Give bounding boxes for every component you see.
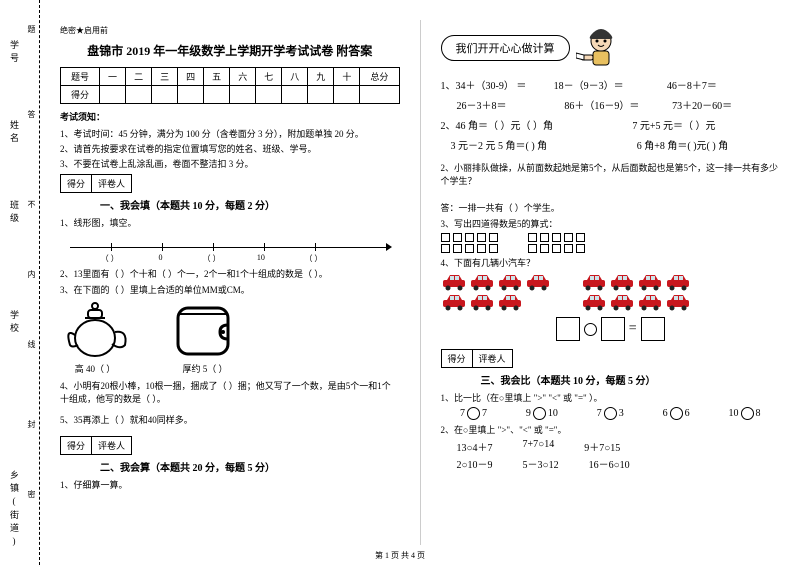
section-1-title: 一、我会填（本题共 10 分，每题 2 分） — [100, 197, 400, 212]
q1-1: 1、线形图，填空。 — [60, 216, 400, 229]
speech-bubble: 我们开开心心做计算 — [441, 35, 570, 61]
car-icon — [609, 293, 635, 311]
wallet-label: 厚约 5（ ） — [170, 362, 240, 375]
bind-lbl-class: 班级 — [8, 200, 21, 226]
car-group-left — [441, 273, 551, 311]
cmp-item: 77 — [460, 407, 487, 420]
car-icon — [469, 293, 495, 311]
car-icon — [581, 293, 607, 311]
car-icon — [665, 273, 691, 291]
eq-box — [601, 317, 625, 341]
car-icon — [637, 293, 663, 311]
q-cars: 4、下面有几辆小汽车？ — [441, 256, 781, 269]
eq-box — [556, 317, 580, 341]
seal-char-1: 题 — [26, 25, 37, 37]
score-table: 题号 一 二 三 四 五 六 七 八 九 十 总分 得分 — [60, 67, 400, 104]
car-icon — [525, 273, 551, 291]
page: 学号 姓名 班级 学校 乡镇(街道) 题 答 不 内 线 封 密 绝密★启用前 … — [0, 0, 800, 565]
notice-item: 1、考试时间：45 分钟，满分为 100 分（含卷面分 3 分），附加题单独 2… — [60, 127, 400, 140]
seal-char-2: 答 — [26, 110, 37, 122]
page-footer: 第 1 页 共 4 页 — [0, 550, 800, 561]
teapot-icon — [60, 300, 130, 360]
car-icon — [609, 273, 635, 291]
car-group-right — [581, 273, 691, 311]
confidential-seal: 绝密★启用前 — [60, 25, 400, 36]
eq-boxes-row — [441, 233, 781, 242]
seal-char-7: 密 — [26, 490, 37, 502]
table-row: 得分 — [61, 86, 400, 104]
speech-bubble-row: 我们开开心心做计算 — [441, 25, 781, 71]
cmp-item: 108 — [729, 407, 761, 420]
bind-lbl-id: 学号 — [8, 40, 21, 66]
wallet-block: 厚约 5（ ） — [170, 300, 240, 375]
cmp-item: 73 — [597, 407, 624, 420]
q1-2: 2、13里面有（ ）个十和（ ）个一，2个一和1个十组成的数是（ ）。 — [60, 267, 400, 280]
car-icon — [581, 273, 607, 291]
cmp-item: 910 — [526, 407, 558, 420]
grade-box-2: 得分 评卷人 — [60, 436, 400, 455]
right-column: 我们开开心心做计算 1、34＋（30-9） ＝18－（9－3）＝46－8＋7＝ … — [421, 0, 800, 565]
section-3-title: 三、我会比（本题共 10 分，每题 5 分） — [481, 372, 781, 387]
calc-block: 1、34＋（30-9） ＝18－（9－3）＝46－8＋7＝ 26－3＋8＝86＋… — [441, 77, 781, 157]
q1-3: 3、在下面的（ ）里填上合适的单位MM或CM。 — [60, 283, 400, 296]
grade-score: 得分 — [60, 174, 92, 193]
table-row: 题号 一 二 三 四 五 六 七 八 九 十 总分 — [61, 68, 400, 86]
seal-char-3: 不 — [26, 200, 37, 212]
seal-char-4: 内 — [26, 270, 37, 282]
car-icon — [637, 273, 663, 291]
cartoon-child-icon — [576, 25, 626, 71]
grade-box: 得分 评卷人 — [60, 174, 400, 193]
notice-block: 1、考试时间：45 分钟，满分为 100 分（含卷面分 3 分），附加题单独 2… — [60, 127, 400, 170]
cmp-head: 1、比一比（在○里填上 ">" "<" 或 "=" ）。 — [441, 391, 781, 404]
teapot-label: 高 40（ ） — [60, 362, 130, 375]
car-equation: = — [441, 317, 781, 341]
teapot-block: 高 40（ ） — [60, 300, 130, 375]
cmp-item: 66 — [663, 407, 690, 420]
car-icon — [497, 273, 523, 291]
eq-box — [641, 317, 665, 341]
car-icon — [665, 293, 691, 311]
q-queue: 2、小丽排队做操，从前面数起她是第5个，从后面数起也是第5个，这一排一共有多少个… — [441, 161, 781, 187]
grade-box-3: 得分 评卷人 — [441, 349, 781, 368]
car-icon — [497, 293, 523, 311]
wallet-icon — [170, 300, 240, 360]
q-queue-ans: 答：一排一共有（ ）个学生。 — [441, 201, 781, 214]
seal-char-6: 封 — [26, 420, 37, 432]
cmp2-row: 13○4＋7 7+7○14 9＋7○15 — [441, 439, 781, 454]
q2-1: 1、仔细算一算。 — [60, 478, 400, 491]
car-row — [441, 273, 781, 311]
notice-item: 3、不要在试卷上乱涂乱画，卷面不整洁扣 3 分。 — [60, 157, 400, 170]
q1-5: 5、35再添上（ ）就和40同样多。 — [60, 413, 400, 426]
op-circle — [584, 323, 597, 336]
exam-title: 盘锦市 2019 年一年级数学上学期开学考试试卷 附答案 — [60, 42, 400, 59]
bind-lbl-name: 姓名 — [8, 120, 21, 146]
cmp2-row: 2○10－9 5－3○12 16－6○10 — [441, 456, 781, 471]
grade-marker: 评卷人 — [92, 174, 132, 193]
eq-boxes-row — [441, 244, 781, 253]
number-line: （ ） 0 （ ） 10 （ ） — [60, 233, 400, 263]
image-row: 高 40（ ） 厚约 5（ ） — [60, 300, 400, 375]
q1-4: 4、小明有20根小棒，10根一捆，捆成了（ ）捆；他又写了一个数，是由5个一和1… — [60, 379, 400, 405]
q-five: 3、写出四道得数是5的算式： — [441, 217, 781, 230]
seal-char-5: 线 — [26, 340, 37, 352]
bind-lbl-town: 乡镇(街道) — [8, 470, 21, 550]
notice-item: 2、请首先按要求在试卷的指定位置填写您的姓名、班级、学号。 — [60, 142, 400, 155]
binding-margin: 学号 姓名 班级 学校 乡镇(街道) 题 答 不 内 线 封 密 — [0, 0, 40, 565]
car-icon — [441, 273, 467, 291]
bind-lbl-school: 学校 — [8, 310, 21, 336]
notice-head: 考试须知： — [60, 110, 400, 123]
cmp-row: 77 910 73 66 108 — [441, 407, 781, 420]
section-2-title: 二、我会算（本题共 20 分，每题 5 分） — [100, 459, 400, 474]
car-icon — [469, 273, 495, 291]
left-column: 绝密★启用前 盘锦市 2019 年一年级数学上学期开学考试试卷 附答案 题号 一… — [40, 0, 420, 565]
cmp2-head: 2、在○里填上 ">"、"<" 或 "="。 — [441, 423, 781, 436]
car-icon — [441, 293, 467, 311]
